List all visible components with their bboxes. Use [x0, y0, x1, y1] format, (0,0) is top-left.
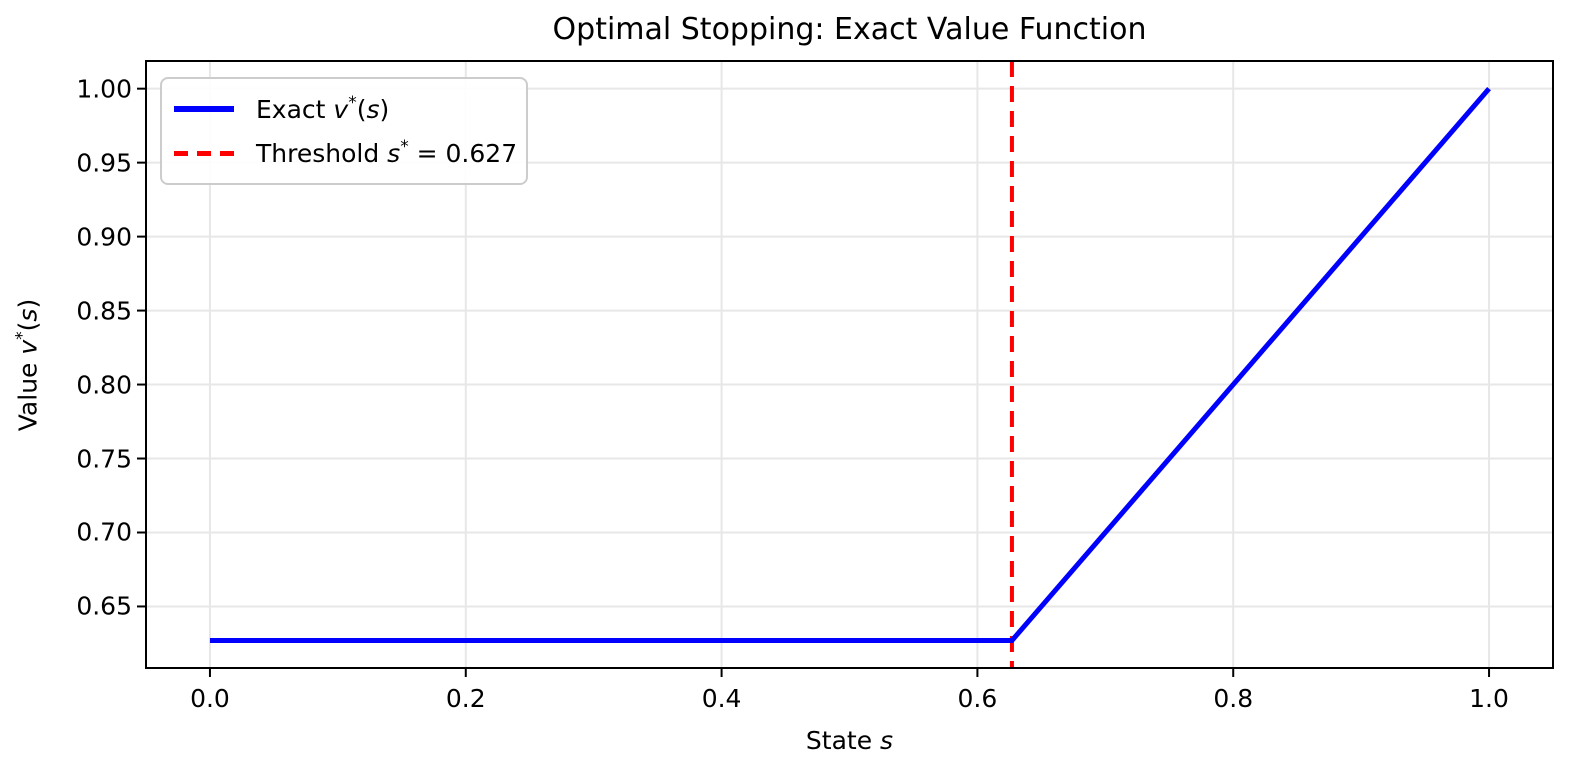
- x-tick-label: 0.0: [190, 684, 230, 713]
- y-tick-label: 0.95: [76, 148, 132, 178]
- x-tick-label: 0.6: [957, 684, 998, 713]
- y-tick-label: 0.75: [76, 444, 132, 474]
- legend-swatch-solid-line-icon: [174, 106, 234, 112]
- y-tick-label: 1.00: [76, 74, 132, 104]
- legend-item-exact-value: Exact v*(s): [174, 87, 512, 131]
- legend-label-exact-value: Exact v*(s): [256, 93, 390, 124]
- legend: Exact v*(s) Threshold s* = 0.627: [160, 77, 528, 185]
- legend-item-threshold: Threshold s* = 0.627: [174, 131, 517, 175]
- x-tick-label: 0.8: [1213, 684, 1254, 713]
- y-tick-label: 0.90: [76, 222, 132, 252]
- y-tick-label: 0.65: [76, 591, 132, 621]
- x-tick-label: 0.4: [701, 684, 742, 713]
- plot-spines: [145, 60, 1554, 669]
- value-function-line: [209, 87, 1491, 643]
- legend-swatch-dashed-line-icon: [174, 150, 234, 156]
- x-tick-label: 1.0: [1469, 684, 1509, 713]
- legend-label-threshold: Threshold s* = 0.627: [256, 137, 518, 168]
- chart-title: Optimal Stopping: Exact Value Function: [552, 12, 1147, 47]
- y-tick-label: 0.85: [76, 296, 132, 326]
- x-axis-label: State s: [805, 726, 894, 755]
- x-tick-label: 0.2: [445, 684, 486, 713]
- y-axis-label: Value v*(s): [12, 298, 43, 431]
- y-tick-label: 0.80: [76, 370, 132, 400]
- y-tick-label: 0.70: [76, 517, 132, 547]
